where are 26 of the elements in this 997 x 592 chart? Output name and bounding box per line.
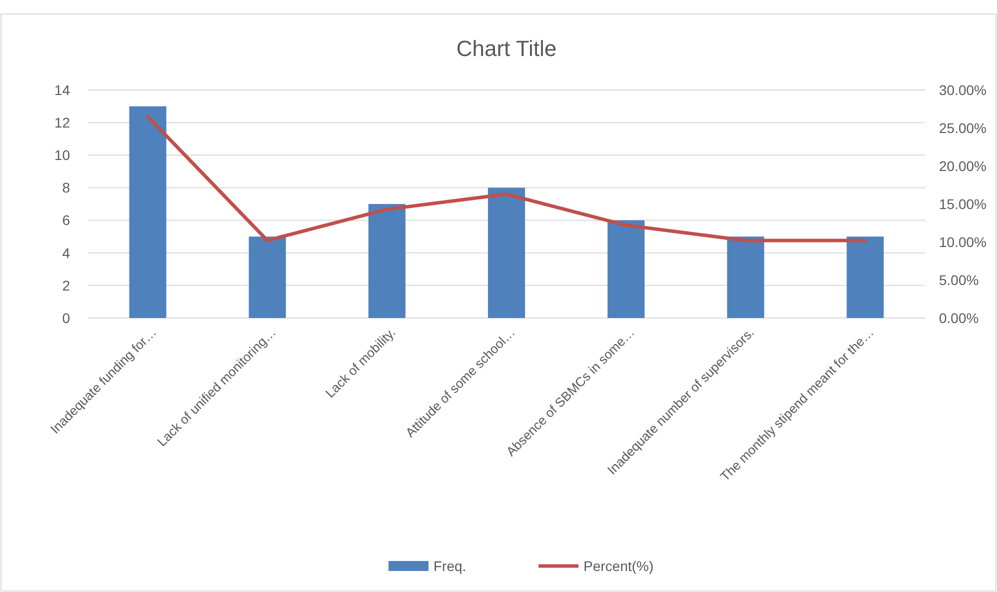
bar xyxy=(368,204,406,318)
line-series xyxy=(146,114,867,242)
y2-tick-label: 20.00% xyxy=(939,158,986,174)
bar xyxy=(129,106,166,318)
y-tick-label: 10 xyxy=(54,147,70,164)
y-tick-label: 8 xyxy=(62,180,70,196)
y2-tick-label: 30.00% xyxy=(939,82,986,98)
bar xyxy=(727,236,764,318)
y2-tick-label: 15.00% xyxy=(939,196,986,212)
y-tick-label: 6 xyxy=(62,212,70,228)
y2-tick-label: 25.00% xyxy=(939,120,986,136)
y-tick-label: 2 xyxy=(62,277,70,294)
y2-tick-label: 10.00% xyxy=(939,234,986,250)
chart-title: Chart Title xyxy=(456,36,557,61)
y-tick-label: 14 xyxy=(54,82,70,98)
y2-tick-label: 0.00% xyxy=(939,310,979,326)
bar xyxy=(608,220,645,318)
y-tick-label: 12 xyxy=(54,114,70,130)
y2-tick-label: 5.00% xyxy=(939,272,979,288)
y-tick-label: 0 xyxy=(62,310,70,326)
bar xyxy=(846,236,884,318)
legend-label: Freq. xyxy=(434,558,466,574)
legend-label: Percent(%) xyxy=(584,558,654,574)
bar xyxy=(488,188,526,318)
bar xyxy=(248,236,286,318)
y-tick-label: 4 xyxy=(62,244,70,261)
